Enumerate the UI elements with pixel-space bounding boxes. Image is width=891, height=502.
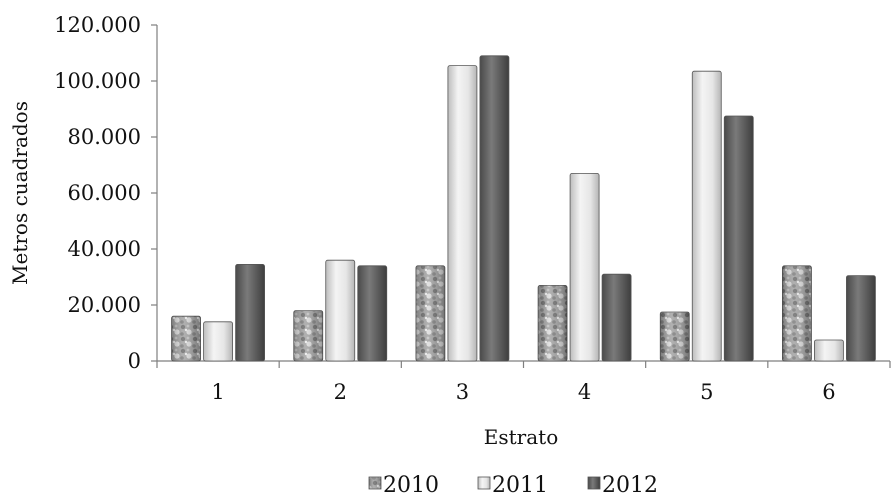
x-tick-label: 4	[578, 380, 591, 404]
y-tick-label: 120.000	[54, 13, 141, 37]
legend-label-2010: 2010	[383, 473, 439, 497]
y-tick-label: 20.000	[68, 293, 141, 317]
legend: 2010 2011 2012	[368, 473, 658, 498]
bar	[235, 263, 265, 362]
bar	[447, 65, 478, 362]
bar-shade	[171, 316, 201, 361]
x-tick-label: 1	[211, 380, 224, 404]
axis-layer: 0 20.000 40.000 60.000 80.000 100.000 120.000 1…	[54, 13, 891, 404]
bar	[691, 70, 722, 362]
bar-shade	[660, 312, 690, 361]
y-axis-title: Metros cuadrados	[8, 101, 32, 285]
bar-2010-cat-1	[171, 315, 201, 362]
bar-shade	[415, 265, 445, 361]
bar-2011-cat-3	[447, 65, 478, 362]
bar-shade	[538, 285, 568, 361]
bar	[479, 55, 510, 362]
y-tick-label: 0	[128, 349, 141, 373]
y-tick-label: 40.000	[68, 237, 141, 261]
bar-2012-cat-6	[846, 275, 876, 362]
bars-layer	[171, 55, 876, 362]
x-tick-label: 6	[822, 380, 835, 404]
bar-2010-cat-6	[782, 265, 812, 362]
bar-2011-cat-6	[814, 339, 844, 362]
bar	[569, 172, 600, 362]
bar	[357, 265, 388, 362]
bar	[723, 115, 754, 362]
x-tick-label: 2	[334, 380, 347, 404]
bar-2012-cat-5	[723, 115, 754, 362]
bar-2011-cat-1	[203, 321, 233, 362]
bar-2012-cat-2	[357, 265, 388, 362]
legend-label-2011: 2011	[492, 473, 548, 497]
y-tick-label: 60.000	[68, 181, 141, 205]
bar-2010-cat-4	[537, 284, 568, 362]
bar	[325, 259, 356, 362]
bar-2011-cat-4	[569, 172, 600, 362]
bar-2012-cat-1	[235, 263, 265, 362]
bar-2011-cat-2	[325, 259, 356, 362]
y-tick-label: 100.000	[54, 69, 141, 93]
bar-2010-cat-2	[293, 310, 324, 362]
x-tick-label: 3	[456, 380, 469, 404]
bar-shade	[782, 265, 812, 361]
bar-2011-cat-5	[691, 70, 722, 362]
legend-label-2012: 2012	[602, 473, 658, 497]
bar-2012-cat-4	[601, 273, 632, 362]
x-tick-label: 5	[700, 380, 713, 404]
bar-2010-cat-3	[415, 265, 446, 362]
bar-shade	[293, 310, 323, 361]
bar	[601, 273, 632, 362]
bar-2012-cat-3	[479, 55, 510, 362]
bar	[203, 321, 233, 362]
bar	[814, 339, 844, 362]
bar	[846, 275, 876, 362]
legend-swatch-shade	[369, 477, 381, 489]
x-axis-title: Estrato	[484, 425, 558, 449]
bar-2010-cat-5	[659, 311, 690, 362]
legend-swatch-2011	[477, 476, 491, 490]
y-tick-label: 80.000	[68, 125, 141, 149]
legend-swatch-2012	[587, 476, 601, 490]
